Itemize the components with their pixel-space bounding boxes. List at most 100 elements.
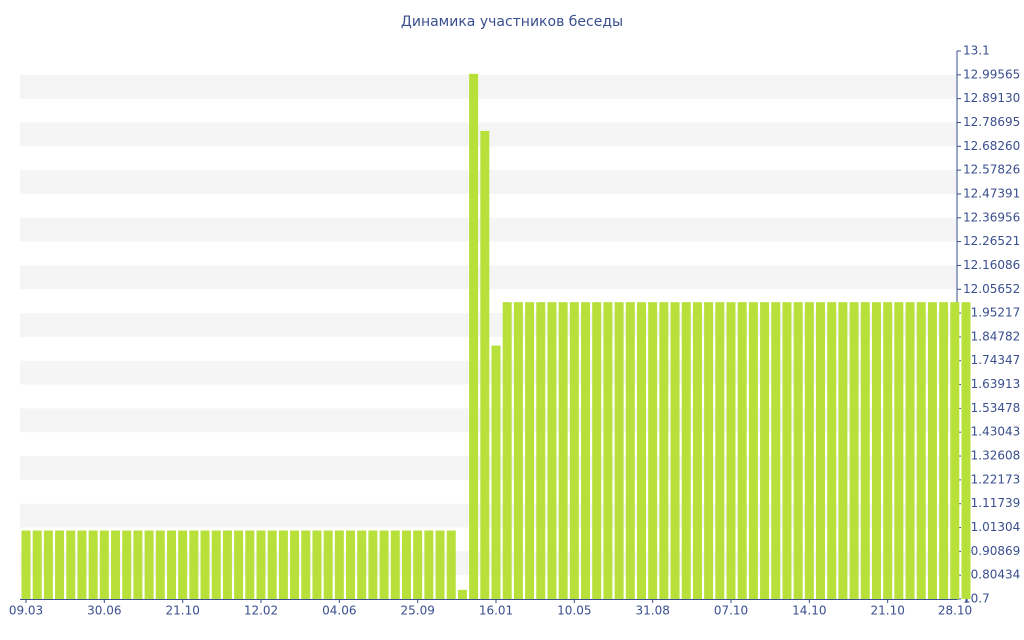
bar [659,302,669,599]
y-tick-label: 12.47391 [963,186,1020,200]
bar [446,530,456,599]
bar [838,302,848,599]
bar [222,530,232,599]
bar [32,530,42,599]
y-tick-label: 11.74347 [963,353,1020,367]
bar [827,302,837,599]
bar [189,530,199,599]
bar [782,302,792,599]
bar [894,302,904,599]
x-tick-label: 14.10 [792,604,826,618]
y-tick-label: 12.36956 [963,210,1020,224]
bar [245,530,255,599]
bar [939,302,949,599]
bar [905,302,915,599]
y-tick-label: 10.80434 [963,568,1020,582]
bar [211,530,221,599]
bar [55,530,65,599]
bar [435,530,445,599]
bar [122,530,132,599]
bar [950,302,960,599]
y-tick-label: 11.53478 [963,401,1020,415]
x-tick-label: 28.10 [938,604,972,618]
y-tick-label: 12.16086 [963,258,1020,272]
bar [256,530,266,599]
bar [401,530,411,599]
y-tick-label: 12.57826 [963,163,1020,177]
bar [357,530,367,599]
bar [178,530,188,599]
bar [480,130,490,599]
chart-title: Динамика участников беседы [401,14,623,30]
bar [234,530,244,599]
bar [547,302,557,599]
y-tick-label: 11.32608 [963,449,1020,463]
y-tick-label: 12.26521 [963,234,1020,248]
bar [278,530,288,599]
bar [603,302,613,599]
x-tick-label: 16.01 [479,604,513,618]
bar [748,302,758,599]
bar [424,530,434,599]
bar [144,530,154,599]
bar [290,530,300,599]
bar [636,302,646,599]
bar [513,302,523,599]
bar [692,302,702,599]
bar [525,302,535,599]
y-tick-label: 12.99565 [963,67,1020,81]
bar [502,302,512,599]
bar [66,530,76,599]
bar [111,530,121,599]
bar [323,530,333,599]
bar [883,302,893,599]
x-tick-label: 07.10 [714,604,748,618]
x-tick-label: 10.05 [557,604,591,618]
y-tick-label: 12.05652 [963,282,1020,296]
bar [771,302,781,599]
x-tick-label: 12.02 [244,604,278,618]
bar [704,302,714,599]
bar [491,345,501,599]
bar [916,302,926,599]
bar [379,530,389,599]
bar [390,530,400,599]
x-tick-label: 31.08 [635,604,669,618]
bar [793,302,803,599]
bar [581,302,591,599]
bar [21,530,31,599]
bar [368,530,378,599]
bar [681,302,691,599]
bar [133,530,143,599]
bar [737,302,747,599]
bar [166,530,176,599]
y-tick-label: 10.90869 [963,544,1020,558]
bar [43,530,53,599]
bar [77,530,87,599]
bar [592,302,602,599]
bar [804,302,814,599]
grid-band [20,74,957,99]
bar [961,302,971,599]
bar [88,530,98,599]
bar [334,530,344,599]
y-tick-label: 11.84782 [963,329,1020,343]
bar [267,530,277,599]
bar [871,302,881,599]
bar [469,73,479,600]
y-tick-label: 11.43043 [963,425,1020,439]
bar [648,302,658,599]
bar [614,302,624,599]
bar [726,302,736,599]
bar [625,302,635,599]
y-tick-label: 12.78695 [963,115,1020,129]
bar [569,302,579,599]
bar [558,302,568,599]
bar [536,302,546,599]
x-tick-label: 21.10 [165,604,199,618]
bar [413,530,423,599]
bar [927,302,937,599]
bar [860,302,870,599]
